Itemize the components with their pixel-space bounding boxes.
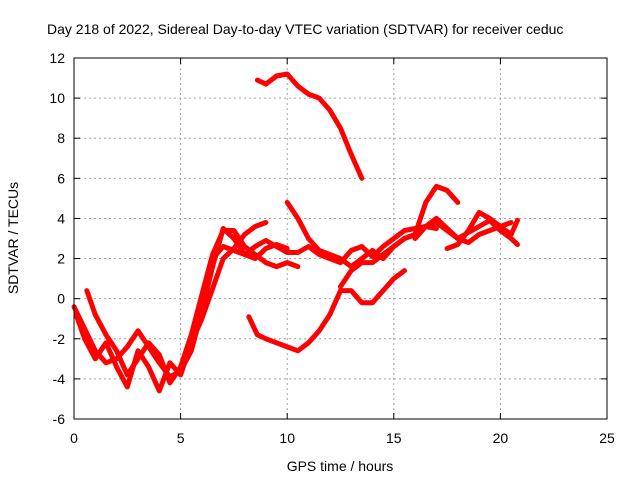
axis-ticks xyxy=(73,57,608,420)
y-tick-label: 0 xyxy=(57,291,65,307)
y-tick-label: -6 xyxy=(53,411,66,427)
series-line-arc-10 xyxy=(444,209,520,251)
x-tick-label: 10 xyxy=(279,430,295,446)
chart-title: Day 218 of 2022, Sidereal Day-to-day VTE… xyxy=(47,21,563,37)
x-tick-label: 5 xyxy=(177,430,185,446)
y-axis-label: SDTVAR / TECUs xyxy=(5,182,21,294)
series-line-arc-7 xyxy=(246,268,407,354)
x-tick-label: 25 xyxy=(599,430,615,446)
y-tick-label: 12 xyxy=(49,50,65,66)
x-tick-label: 20 xyxy=(493,430,509,446)
series-line-arc-5 xyxy=(254,71,365,181)
data-series xyxy=(71,71,520,394)
x-tick-label: 0 xyxy=(70,430,78,446)
y-tick-label: 8 xyxy=(57,130,65,146)
y-tick-label: -2 xyxy=(53,331,66,347)
plot-frame xyxy=(73,57,608,420)
y-tick-label: 2 xyxy=(57,251,65,267)
x-tick-labels: 0 5 10 15 20 25 xyxy=(70,430,615,446)
series-line-arc-6 xyxy=(284,183,461,270)
y-tick-label: -4 xyxy=(53,371,66,387)
x-axis-label: GPS time / hours xyxy=(287,458,394,474)
grid xyxy=(74,58,607,419)
x-tick-label: 15 xyxy=(386,430,402,446)
series-line-arc-4 xyxy=(203,224,439,282)
y-tick-label: 4 xyxy=(57,210,65,226)
series-line-arc-3 xyxy=(73,220,269,394)
series-line-arc-2 xyxy=(84,228,301,386)
y-tick-labels: -6 -4 -2 0 2 4 6 8 10 12 xyxy=(49,50,65,427)
y-tick-label: 10 xyxy=(49,90,65,106)
y-tick-label: 6 xyxy=(57,170,65,186)
